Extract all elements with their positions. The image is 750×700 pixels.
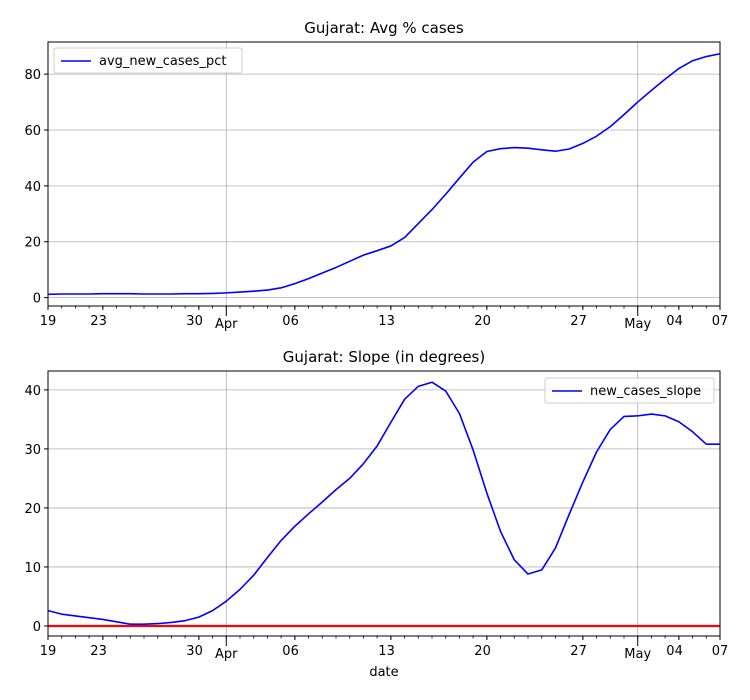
chart-1-plot-frame [47,41,721,307]
chart-1-title: Gujarat: Avg % cases [304,19,464,37]
chart-1-grid [48,42,720,306]
y-tick-label: 60 [24,124,41,139]
x-tick-label: 06 [282,644,299,659]
x-tick-label: 06 [282,314,299,329]
x-tick-label: 30 [186,314,203,329]
x-tick-label: 13 [378,314,395,329]
x-tick-label: 04 [666,644,683,659]
x-tick-label: 27 [570,314,587,329]
chart-2-grid [48,371,720,636]
x-tick-label: 23 [90,644,107,659]
x-tick-label: 19 [40,644,57,659]
chart-1-legend-label: avg_new_cases_pct [99,54,226,69]
x-tick-label: Apr [215,647,238,662]
x-tick-label: 27 [570,644,587,659]
chart-1: Gujarat: Avg % cases 0 20 40 60 80 19 23 30 Apr… [24,19,728,332]
y-tick-label: 40 [24,384,41,399]
x-tick-label: Apr [215,317,238,332]
x-tick-label: 20 [474,644,491,659]
x-tick-label: 07 [712,314,729,329]
chart-2-series [47,381,720,628]
y-tick-label: 0 [33,620,41,635]
chart-1-x-axis: 19 23 30 Apr 06 13 20 27 May 04 07 [40,306,729,332]
chart-2-title: Gujarat: Slope (in degrees) [283,348,485,366]
x-tick-label: 07 [712,644,729,659]
chart-1-legend-box [53,47,243,74]
chart-2-legend: new_cases_slope [544,377,715,404]
x-tick-label: May [624,647,651,662]
chart-2-plot-frame [47,370,721,637]
y-tick-label: 30 [24,443,41,458]
chart-2-x-axis-label: date [369,665,398,680]
y-tick-label: 20 [24,502,41,517]
series-line-new_cases_slope [47,381,720,626]
x-tick-label: 13 [378,644,395,659]
chart-2-legend-label: new_cases_slope [590,384,701,399]
x-tick-label: 30 [186,644,203,659]
y-tick-label: 0 [33,292,41,307]
chart-1-series [47,52,721,296]
x-tick-label: 19 [40,314,57,329]
y-tick-label: 20 [24,236,41,251]
chart-1-legend: avg_new_cases_pct [53,47,243,74]
series-line-avg_new_cases_pct [47,52,721,296]
chart-2-y-axis: 0 10 20 30 40 [24,384,48,635]
chart-2-x-axis: 19 23 30 Apr 06 13 20 27 May 04 07 [40,636,729,662]
chart-2-legend-box [544,377,715,404]
x-tick-label: 04 [666,314,683,329]
chart-1-y-axis: 0 20 40 60 80 [24,68,48,307]
y-tick-label: 40 [24,180,41,195]
y-tick-label: 10 [24,561,41,576]
x-tick-label: 23 [90,314,107,329]
chart-2: Gujarat: Slope (in degrees) 0 10 20 30 40 19… [24,348,728,680]
x-tick-label: May [624,317,651,332]
y-tick-label: 80 [24,68,41,83]
x-tick-label: 20 [474,314,491,329]
